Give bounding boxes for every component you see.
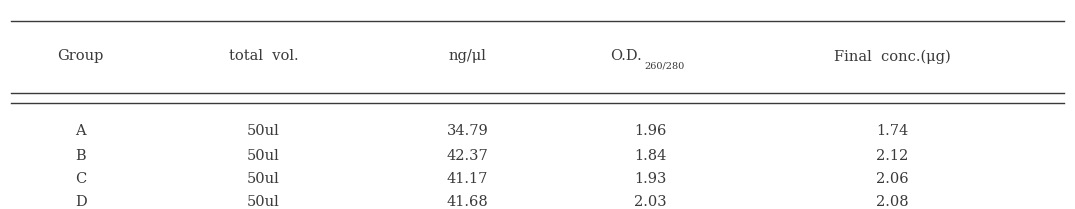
Text: 1.74: 1.74 <box>876 124 908 138</box>
Text: 260/280: 260/280 <box>644 61 684 70</box>
Text: total  vol.: total vol. <box>229 50 298 63</box>
Text: 2.12: 2.12 <box>876 149 908 163</box>
Text: D: D <box>75 195 86 209</box>
Text: 2.03: 2.03 <box>634 195 666 209</box>
Text: 50ul: 50ul <box>247 149 280 163</box>
Text: A: A <box>75 124 86 138</box>
Text: Final  conc.(μg): Final conc.(μg) <box>834 49 950 64</box>
Text: Group: Group <box>57 50 104 63</box>
Text: ng/μl: ng/μl <box>448 50 487 63</box>
Text: C: C <box>75 172 86 186</box>
Text: O.D.: O.D. <box>610 50 642 63</box>
Text: 2.08: 2.08 <box>876 195 908 209</box>
Text: 41.68: 41.68 <box>447 195 488 209</box>
Text: 41.17: 41.17 <box>447 172 488 186</box>
Text: 1.84: 1.84 <box>634 149 666 163</box>
Text: 50ul: 50ul <box>247 124 280 138</box>
Text: 50ul: 50ul <box>247 195 280 209</box>
Text: 2.06: 2.06 <box>876 172 908 186</box>
Text: B: B <box>75 149 86 163</box>
Text: 42.37: 42.37 <box>447 149 488 163</box>
Text: 34.79: 34.79 <box>447 124 488 138</box>
Text: 1.96: 1.96 <box>634 124 666 138</box>
Text: 1.93: 1.93 <box>634 172 666 186</box>
Text: 50ul: 50ul <box>247 172 280 186</box>
